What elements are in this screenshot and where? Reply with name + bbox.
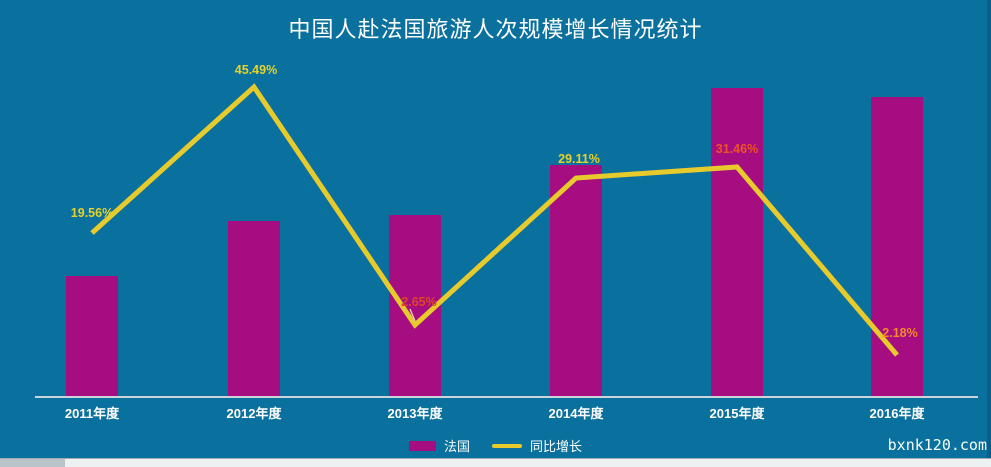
- legend-item-growth: 同比增长: [492, 436, 582, 455]
- legend-label-growth: 同比增长: [530, 439, 583, 454]
- x-axis-label-2013: 2013年度: [387, 406, 443, 421]
- bar-2016: [871, 97, 923, 397]
- bar-2014: [550, 165, 602, 397]
- growth-value-label-2012: 45.49%: [234, 63, 278, 77]
- x-axis-label-2011: 2011年度: [64, 406, 120, 421]
- line-swatch-icon: [492, 443, 522, 448]
- bar-2015: [711, 88, 763, 397]
- x-axis-line: [35, 396, 978, 398]
- legend-label-france: 法国: [443, 439, 470, 454]
- growth-value-label-2013: 2.65%: [401, 295, 437, 309]
- x-axis-label-2016: 2016年度: [869, 406, 925, 421]
- growth-value-label-2011: 19.56%: [70, 206, 114, 220]
- legend: 法国 同比增长: [0, 436, 991, 455]
- growth-value-label-2015: 31.46%: [715, 142, 759, 156]
- bar-2011: [66, 276, 118, 397]
- bar-2012: [228, 221, 280, 397]
- growth-line-path: [90, 83, 899, 357]
- bottom-strip: [0, 458, 991, 467]
- right-edge-strip: [987, 0, 991, 459]
- growth-value-label-2016: 2.18%: [882, 326, 918, 340]
- legend-item-france: 法国: [408, 436, 470, 455]
- growth-value-label-2014: 29.11%: [558, 152, 600, 166]
- x-axis-label-2015: 2015年度: [709, 406, 765, 421]
- x-axis-label-2014: 2014年度: [548, 406, 604, 421]
- bottom-strip-segment: [0, 459, 65, 467]
- x-axis-label-2012: 2012年度: [226, 406, 282, 421]
- watermark: bxnk120.com: [887, 436, 987, 454]
- chart-title: 中国人赴法国旅游人次规模增长情况统计: [288, 17, 703, 42]
- bar-swatch-icon: [408, 440, 436, 451]
